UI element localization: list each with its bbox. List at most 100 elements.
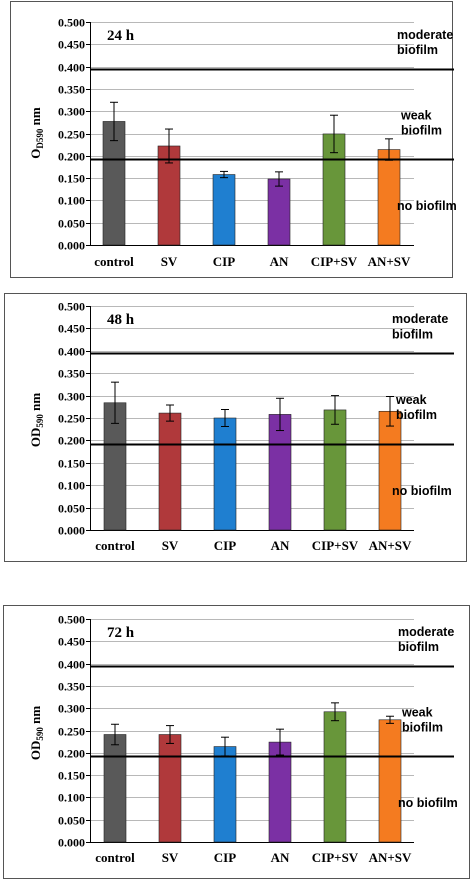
x-tick-label: control xyxy=(95,850,135,865)
x-tick-label: CIP xyxy=(214,538,236,553)
bar-CIP xyxy=(213,417,237,531)
y-tick-label: 0.250 xyxy=(58,128,85,142)
x-tick-label: CIP+SV xyxy=(311,254,358,269)
x-tick-label: SV xyxy=(162,850,179,865)
x-tick-label: AN+SV xyxy=(369,538,412,553)
y-axis-label-sub: 590 xyxy=(35,414,45,428)
y-tick-label: 0.250 xyxy=(58,412,85,426)
bar-AN+SV xyxy=(378,719,402,843)
y-axis-label: OD590 nm xyxy=(28,393,45,447)
y-axis-label-main: OD xyxy=(28,741,43,761)
zone-label: moderate xyxy=(398,625,454,639)
zone-label: biofilm xyxy=(398,640,439,654)
bar-AN xyxy=(268,414,292,531)
y-tick-label: 0.000 xyxy=(58,524,85,538)
y-tick-label: 0.150 xyxy=(58,457,85,471)
bar-AN+SV xyxy=(377,149,401,246)
bar-CIP+SV xyxy=(323,711,347,843)
x-tick-label: AN xyxy=(271,538,290,553)
y-axis-label-unit: nm xyxy=(28,107,43,128)
x-tick-label: control xyxy=(95,538,135,553)
y-tick-label: 0.100 xyxy=(58,791,85,805)
y-axis-label-unit: nm xyxy=(28,706,43,727)
panel-label: 48 h xyxy=(107,312,135,328)
y-tick-label: 0.000 xyxy=(58,239,85,253)
y-tick-label: 0.450 xyxy=(58,635,85,649)
x-tick-label: SV xyxy=(161,254,178,269)
zone-label: moderate xyxy=(397,28,453,42)
zone-label: biofilm xyxy=(397,43,438,57)
panel-label: 24 h xyxy=(107,28,135,44)
x-tick-label: CIP+SV xyxy=(312,850,359,865)
y-tick-label: 0.500 xyxy=(58,613,85,627)
zone-label: no biofilm xyxy=(398,796,458,810)
y-tick-label: 0.200 xyxy=(58,434,85,448)
y-axis-label: OD590 nm xyxy=(28,706,45,760)
x-tick-label: CIP xyxy=(214,850,236,865)
zone-label: moderate xyxy=(392,312,448,326)
y-tick-label: 0.200 xyxy=(58,747,85,761)
y-tick-label: 0.350 xyxy=(58,367,85,381)
zone-label: weak xyxy=(395,393,427,407)
bar-SV xyxy=(158,412,182,531)
x-tick-label: CIP+SV xyxy=(312,538,359,553)
zone-label: biofilm xyxy=(392,327,433,341)
y-tick-label: 0.400 xyxy=(58,345,85,359)
y-tick-label: 0.400 xyxy=(58,658,85,672)
x-tick-label: AN xyxy=(271,850,290,865)
y-axis-label-sub: 590 xyxy=(35,727,45,741)
chart-svg-48h: 0.000 0.050 0.100 0.150 0.200 0.250 0.300 0.350… xyxy=(4,293,467,562)
chart-svg-24h: 0.000 0.050 0.100 0.150 0.200 0.250 0.300 0.350… xyxy=(10,1,457,278)
bar-CIP xyxy=(212,174,236,246)
y-axis-label-unit: nm xyxy=(28,393,43,414)
y-tick-label: 0.050 xyxy=(58,502,85,516)
y-tick-label: 0.050 xyxy=(58,814,85,828)
bar-control xyxy=(103,734,127,843)
chart-panel-24h: 0.000 0.050 0.100 0.150 0.200 0.250 0.300 0.350… xyxy=(0,0,474,282)
y-axis-label: OD590 nm xyxy=(28,107,45,159)
bar-CIP xyxy=(213,746,237,843)
bar-AN+SV xyxy=(378,410,402,531)
bar-SV xyxy=(158,734,182,843)
y-tick-label: 0.400 xyxy=(58,61,85,75)
y-axis-label-main: O xyxy=(28,149,43,159)
y-tick-label: 0.150 xyxy=(58,172,85,186)
y-tick-label: 0.250 xyxy=(58,725,85,739)
y-tick-label: 0.100 xyxy=(58,479,85,493)
y-axis-label-main: OD xyxy=(28,428,43,448)
y-tick-label: 0.300 xyxy=(58,702,85,716)
zone-label: biofilm xyxy=(401,123,442,137)
y-tick-label: 0.350 xyxy=(58,680,85,694)
y-tick-label: 0.500 xyxy=(58,300,85,314)
panel-label: 72 h xyxy=(107,625,135,641)
zone-label: no biofilm xyxy=(392,484,452,498)
y-tick-label: 0.150 xyxy=(58,769,85,783)
chart-svg-72h: 0.000 0.050 0.100 0.150 0.200 0.250 0.300 0.350… xyxy=(3,605,470,879)
bar-CIP+SV xyxy=(323,409,347,531)
y-tick-label: 0.100 xyxy=(58,194,85,208)
chart-panel-72h: 0.000 0.050 0.100 0.150 0.200 0.250 0.300 0.350… xyxy=(0,604,474,880)
x-tick-label: SV xyxy=(162,538,179,553)
y-tick-label: 0.350 xyxy=(58,83,85,97)
y-tick-label: 0.000 xyxy=(58,836,85,850)
x-tick-label: AN+SV xyxy=(368,254,411,269)
bar-AN xyxy=(267,178,291,246)
y-tick-label: 0.500 xyxy=(58,16,85,30)
y-tick-label: 0.450 xyxy=(58,322,85,336)
chart-panel-48h: 0.000 0.050 0.100 0.150 0.200 0.250 0.300 0.350… xyxy=(0,292,474,564)
y-tick-label: 0.200 xyxy=(58,150,85,164)
y-axis-label-sub: D590 xyxy=(35,128,45,148)
x-tick-label: CIP xyxy=(213,254,235,269)
x-tick-label: AN+SV xyxy=(369,850,412,865)
zone-label: no biofilm xyxy=(397,199,457,213)
zone-label: biofilm xyxy=(396,408,437,422)
y-tick-label: 0.300 xyxy=(58,390,85,404)
x-tick-label: control xyxy=(94,254,134,269)
x-tick-label: AN xyxy=(270,254,289,269)
zone-label: weak xyxy=(400,109,432,123)
zone-label: weak xyxy=(401,706,433,720)
y-tick-label: 0.450 xyxy=(58,38,85,52)
zone-label: biofilm xyxy=(402,720,443,734)
y-tick-label: 0.300 xyxy=(58,105,85,119)
y-tick-label: 0.050 xyxy=(58,217,85,231)
